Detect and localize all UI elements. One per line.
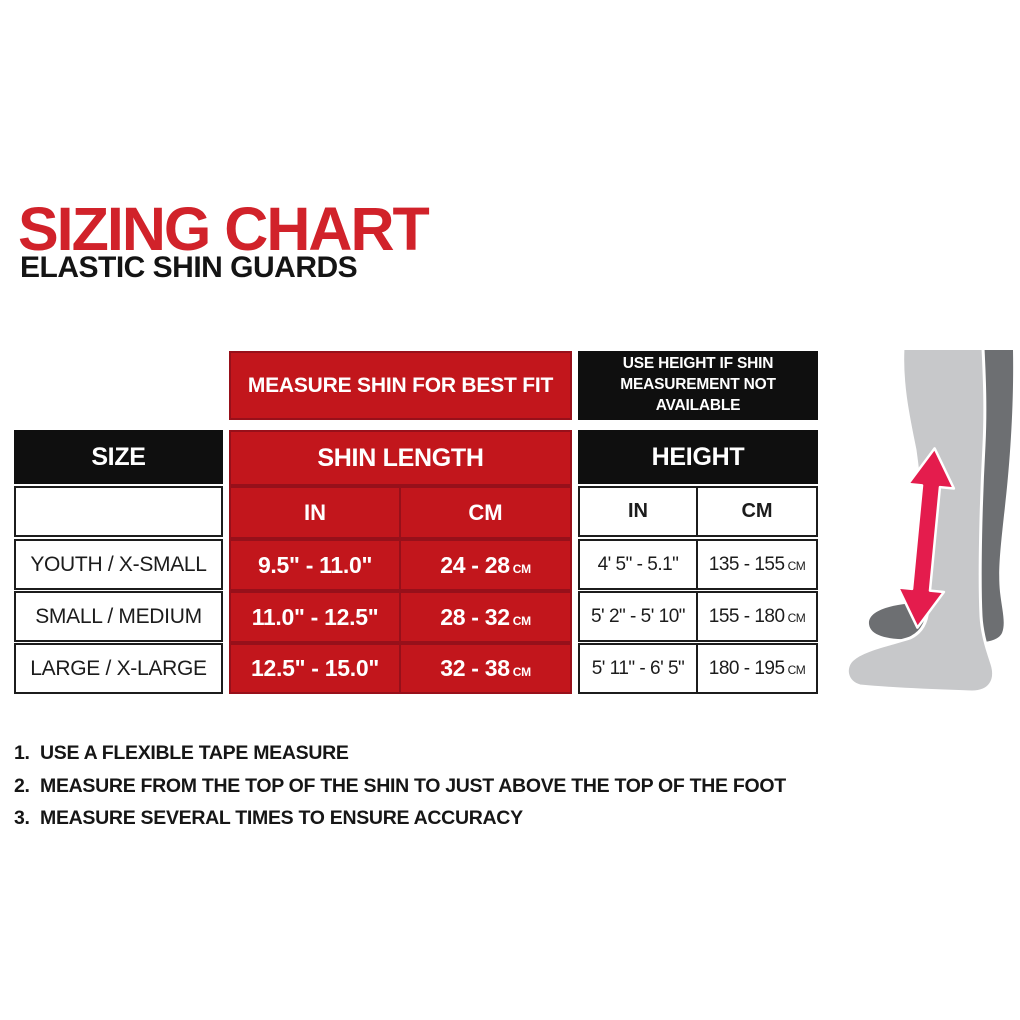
height-column-header: HEIGHT [578,430,818,484]
row-small-shin-in-cell: 11.0" - 12.5" [229,591,401,643]
instruction-item-3: 3. MEASURE SEVERAL TIMES TO ENSURE ACCUR… [14,807,786,830]
height-cm-unit-cell: CM [696,486,818,537]
measure-arrow-icon [896,447,956,629]
row-small-shin-cm-value: 28 - 32 [440,603,510,630]
instruction-number: 2. [14,774,30,797]
row-youth-shin-cm-value: 24 - 28 [440,551,510,578]
row-small-size-cell: SMALL / MEDIUM [14,591,223,642]
row-youth-shin-cm-cell: 24 - 28 CM [399,539,572,591]
shin-cm-unit-cell: CM [399,486,572,539]
shin-measure-banner: MEASURE SHIN FOR BEST FIT [229,351,572,420]
page-title: SIZING CHART [18,195,430,263]
row-large-shin-cm-value: 32 - 38 [440,655,510,681]
instruction-item-2: 2. MEASURE FROM THE TOP OF THE SHIN TO J… [14,775,786,798]
shin-length-column-header: SHIN LENGTH [229,430,572,486]
instruction-number: 3. [14,807,30,829]
row-large-size-cell: LARGE / X-LARGE [14,643,223,694]
cm-suffix-label: CM [512,665,531,679]
row-large-shin-cm-cell: 32 - 38 CM [399,643,572,694]
row-youth-size-cell: YOUTH / X-SMALL [14,539,223,590]
instruction-text: USE A FLEXIBLE TAPE MEASURE [40,742,349,764]
row-large-shin-in-cell: 12.5" - 15.0" [229,643,401,694]
row-large-height-in-cell: 5' 11" - 6' 5" [578,643,698,694]
row-small-shin-cm-cell: 28 - 32 CM [399,591,572,643]
cm-suffix-label: CM [787,610,806,625]
cm-suffix-label: CM [512,613,531,628]
row-youth-shin-in-cell: 9.5" - 11.0" [229,539,401,591]
cm-suffix-label: CM [787,662,806,677]
size-unit-spacer-cell [14,486,223,537]
row-small-height-in-cell: 5' 2" - 5' 10" [578,591,698,642]
row-large-height-cm-cell: 180 - 195 CM [696,643,818,694]
row-youth-height-in-cell: 4' 5" - 5.1" [578,539,698,590]
size-column-header: SIZE [14,430,223,484]
instruction-text: MEASURE FROM THE TOP OF THE SHIN TO JUST… [40,774,786,797]
page-subtitle: ELASTIC SHIN GUARDS [20,251,358,284]
instruction-text: MEASURE SEVERAL TIMES TO ENSURE ACCURACY [40,807,523,829]
shin-measurement-illustration [845,350,1014,694]
height-fallback-banner: USE HEIGHT IF SHIN MEASUREMENT NOT AVAIL… [578,351,818,420]
shin-in-unit-cell: IN [229,486,401,539]
instruction-number: 1. [14,742,30,764]
row-large-height-cm-value: 180 - 195 [708,657,785,679]
row-youth-height-cm-cell: 135 - 155 CM [696,539,818,590]
row-small-height-cm-value: 155 - 180 [708,605,785,627]
instruction-item-1: 1. USE A FLEXIBLE TAPE MEASURE [14,742,786,765]
measuring-instructions: 1. USE A FLEXIBLE TAPE MEASURE 2. MEASUR… [14,742,786,840]
cm-suffix-label: CM [512,561,531,576]
row-youth-height-cm-value: 135 - 155 [708,553,785,575]
row-small-height-cm-cell: 155 - 180 CM [696,591,818,642]
height-in-unit-cell: IN [578,486,698,537]
cm-suffix-label: CM [787,558,806,573]
